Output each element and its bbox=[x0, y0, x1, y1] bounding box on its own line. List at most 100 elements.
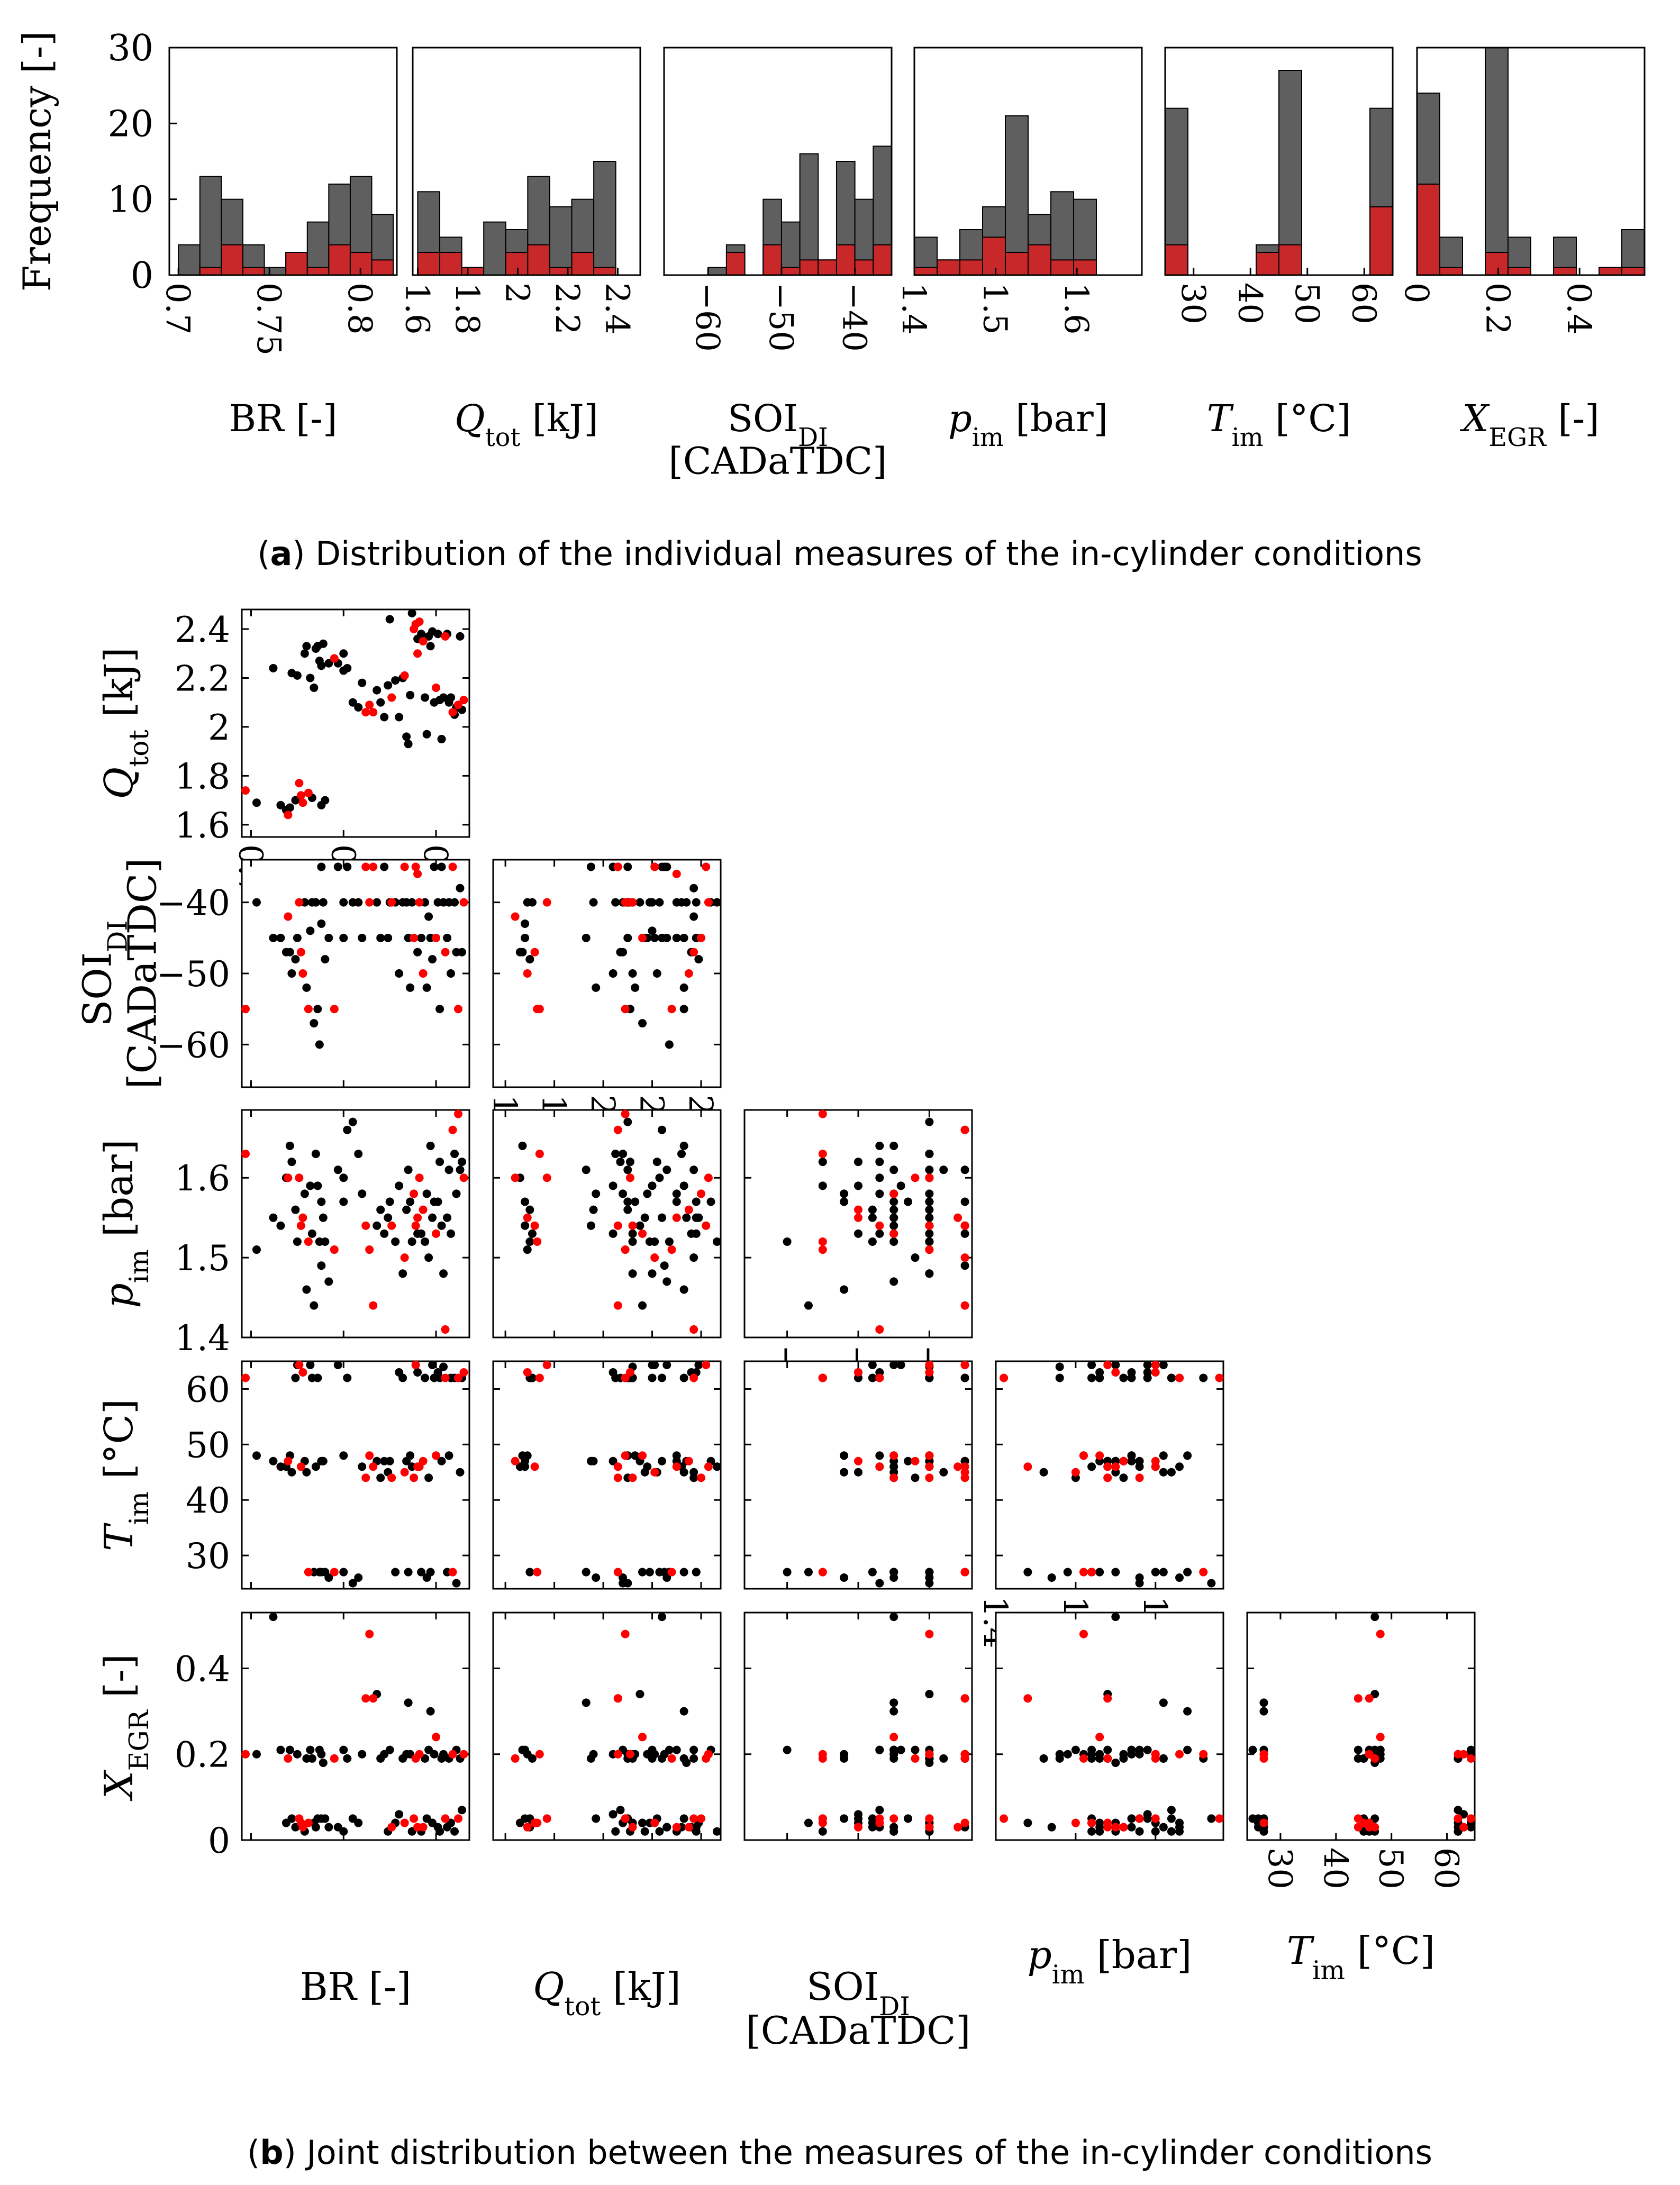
scatter-point-red bbox=[1151, 1814, 1160, 1823]
scatter-point-red bbox=[1079, 1568, 1088, 1577]
hist-bar-red bbox=[1165, 244, 1188, 276]
scatter-point-red bbox=[1175, 1750, 1184, 1759]
scatter-point-red bbox=[1111, 1462, 1120, 1471]
scatter-ylabel-T: Tim [°C] bbox=[96, 1399, 155, 1551]
scatter-panel-P-vs-Q bbox=[492, 1109, 722, 1339]
scatter-point-black bbox=[682, 1758, 691, 1767]
scatter-point-black bbox=[428, 1361, 437, 1369]
scatter-point-red bbox=[925, 1462, 934, 1471]
scatter-point-black bbox=[960, 1261, 969, 1270]
scatter-point-red bbox=[638, 1229, 647, 1238]
scatter-panel-SOI-vs-Q: 1.61.822.22.4 bbox=[486, 859, 722, 1147]
scatter-point-black bbox=[376, 1205, 385, 1214]
scatter-point-black bbox=[1259, 1707, 1268, 1716]
scatter-point-red bbox=[1119, 1456, 1128, 1465]
scatter-point-black bbox=[1167, 1468, 1176, 1477]
scatter-point-black bbox=[925, 1213, 934, 1222]
scatter-point-black bbox=[324, 1823, 333, 1832]
scatter-point-black bbox=[896, 1745, 905, 1754]
hist-xtick-label: 0.8 bbox=[341, 283, 379, 335]
scatter-point-red bbox=[298, 969, 307, 978]
scatter-point-black bbox=[939, 1754, 948, 1763]
scatter-point-black bbox=[525, 1205, 534, 1214]
scatter-point-red bbox=[1000, 1814, 1009, 1823]
hist-xtick-label: 0.4 bbox=[1560, 283, 1599, 335]
scatter-point-black bbox=[458, 1806, 467, 1815]
scatter-point-black bbox=[1063, 1568, 1072, 1577]
scatter-point-black bbox=[1159, 1361, 1168, 1369]
scatter-frame bbox=[241, 1109, 470, 1339]
scatter-point-black bbox=[1135, 1827, 1144, 1836]
scatter-point-black bbox=[426, 1568, 435, 1577]
scatter-point-red bbox=[613, 1473, 622, 1482]
hist-bar-red bbox=[527, 244, 550, 276]
scatter-point-black bbox=[875, 1141, 884, 1150]
scatter-point-black bbox=[925, 1189, 934, 1198]
scatter-point-black bbox=[623, 1166, 632, 1175]
scatter-point-red bbox=[432, 1733, 441, 1742]
hist-xtick-label: 0 bbox=[1397, 283, 1436, 303]
hist-panel-SOI: −60 −50 −40 SOIDI[CADaTDC] bbox=[663, 47, 893, 483]
scatter-point-red bbox=[410, 1473, 419, 1482]
scatter-point-black bbox=[875, 1189, 884, 1198]
scatter-point-black bbox=[1063, 1750, 1072, 1759]
scatter-point-black bbox=[439, 1362, 448, 1371]
scatter-point-red bbox=[953, 1462, 962, 1471]
scatter-point-black bbox=[648, 1361, 657, 1369]
scatter-point-black bbox=[889, 1823, 898, 1832]
scatter-xtick-label: 30 bbox=[1261, 1847, 1300, 1889]
scatter-point-black bbox=[889, 1166, 898, 1175]
scatter-point-black bbox=[417, 1229, 426, 1238]
scatter-point-red bbox=[533, 1568, 542, 1577]
scatter-point-red bbox=[889, 1189, 898, 1198]
scatter-point-red bbox=[650, 1468, 659, 1477]
scatter-point-black bbox=[662, 1361, 671, 1369]
scatter-point-black bbox=[609, 1181, 617, 1190]
hist-xtick-label: 2.2 bbox=[548, 283, 587, 335]
scatter-point-black bbox=[682, 898, 691, 907]
hist-xtick-label: 1.6 bbox=[1057, 283, 1096, 335]
hist-bar-red bbox=[1369, 206, 1393, 276]
scatter-point-black bbox=[623, 1197, 632, 1206]
scatter-point-red bbox=[533, 1818, 542, 1827]
hist-bar-red bbox=[959, 259, 983, 276]
scatter-point-red bbox=[889, 1229, 898, 1238]
scatter-point-black bbox=[385, 1456, 394, 1465]
scatter-point-black bbox=[904, 1456, 913, 1465]
scatter-point-black bbox=[655, 1173, 664, 1182]
scatter-point-black bbox=[652, 969, 661, 978]
scatter-point-black bbox=[417, 1568, 426, 1577]
scatter-point-black bbox=[343, 862, 352, 871]
scatter-point-black bbox=[582, 1568, 591, 1577]
scatter-point-black bbox=[662, 1277, 671, 1286]
scatter-point-black bbox=[428, 955, 437, 964]
hist-xlabel-X: XEGR [-] bbox=[1460, 397, 1600, 452]
scatter-ytick-label: 1.5 bbox=[175, 1238, 230, 1279]
scatter-point-red bbox=[638, 1451, 647, 1460]
scatter-point-black bbox=[925, 1229, 934, 1238]
scatter-ytick-label: 30 bbox=[186, 1536, 230, 1577]
scatter-point-black bbox=[380, 713, 389, 722]
hist-bar-red bbox=[982, 236, 1006, 276]
scatter-point-black bbox=[1354, 1745, 1363, 1754]
scatter-point-black bbox=[818, 1181, 827, 1190]
scatter-point-red bbox=[625, 1368, 634, 1377]
hist-bar-total bbox=[1278, 70, 1302, 276]
hist-bar-red bbox=[593, 267, 616, 276]
scatter-point-red bbox=[448, 708, 457, 717]
scatter-point-black bbox=[960, 1373, 969, 1382]
scatter-point-black bbox=[528, 898, 537, 907]
scatter-point-black bbox=[840, 1573, 849, 1582]
scatter-point-black bbox=[395, 1810, 404, 1819]
scatter-point-black bbox=[406, 690, 415, 699]
scatter-point-red bbox=[684, 1456, 693, 1465]
scatter-ytick-label: 1.4 bbox=[175, 1318, 230, 1359]
scatter-point-black bbox=[889, 1205, 898, 1214]
scatter-point-black bbox=[658, 1456, 667, 1465]
scatter-frame bbox=[743, 1109, 973, 1339]
scatter-point-black bbox=[689, 1754, 698, 1763]
scatter-point-red bbox=[432, 683, 441, 692]
scatter-point-red bbox=[304, 1568, 313, 1577]
scatter-point-black bbox=[939, 1166, 948, 1175]
